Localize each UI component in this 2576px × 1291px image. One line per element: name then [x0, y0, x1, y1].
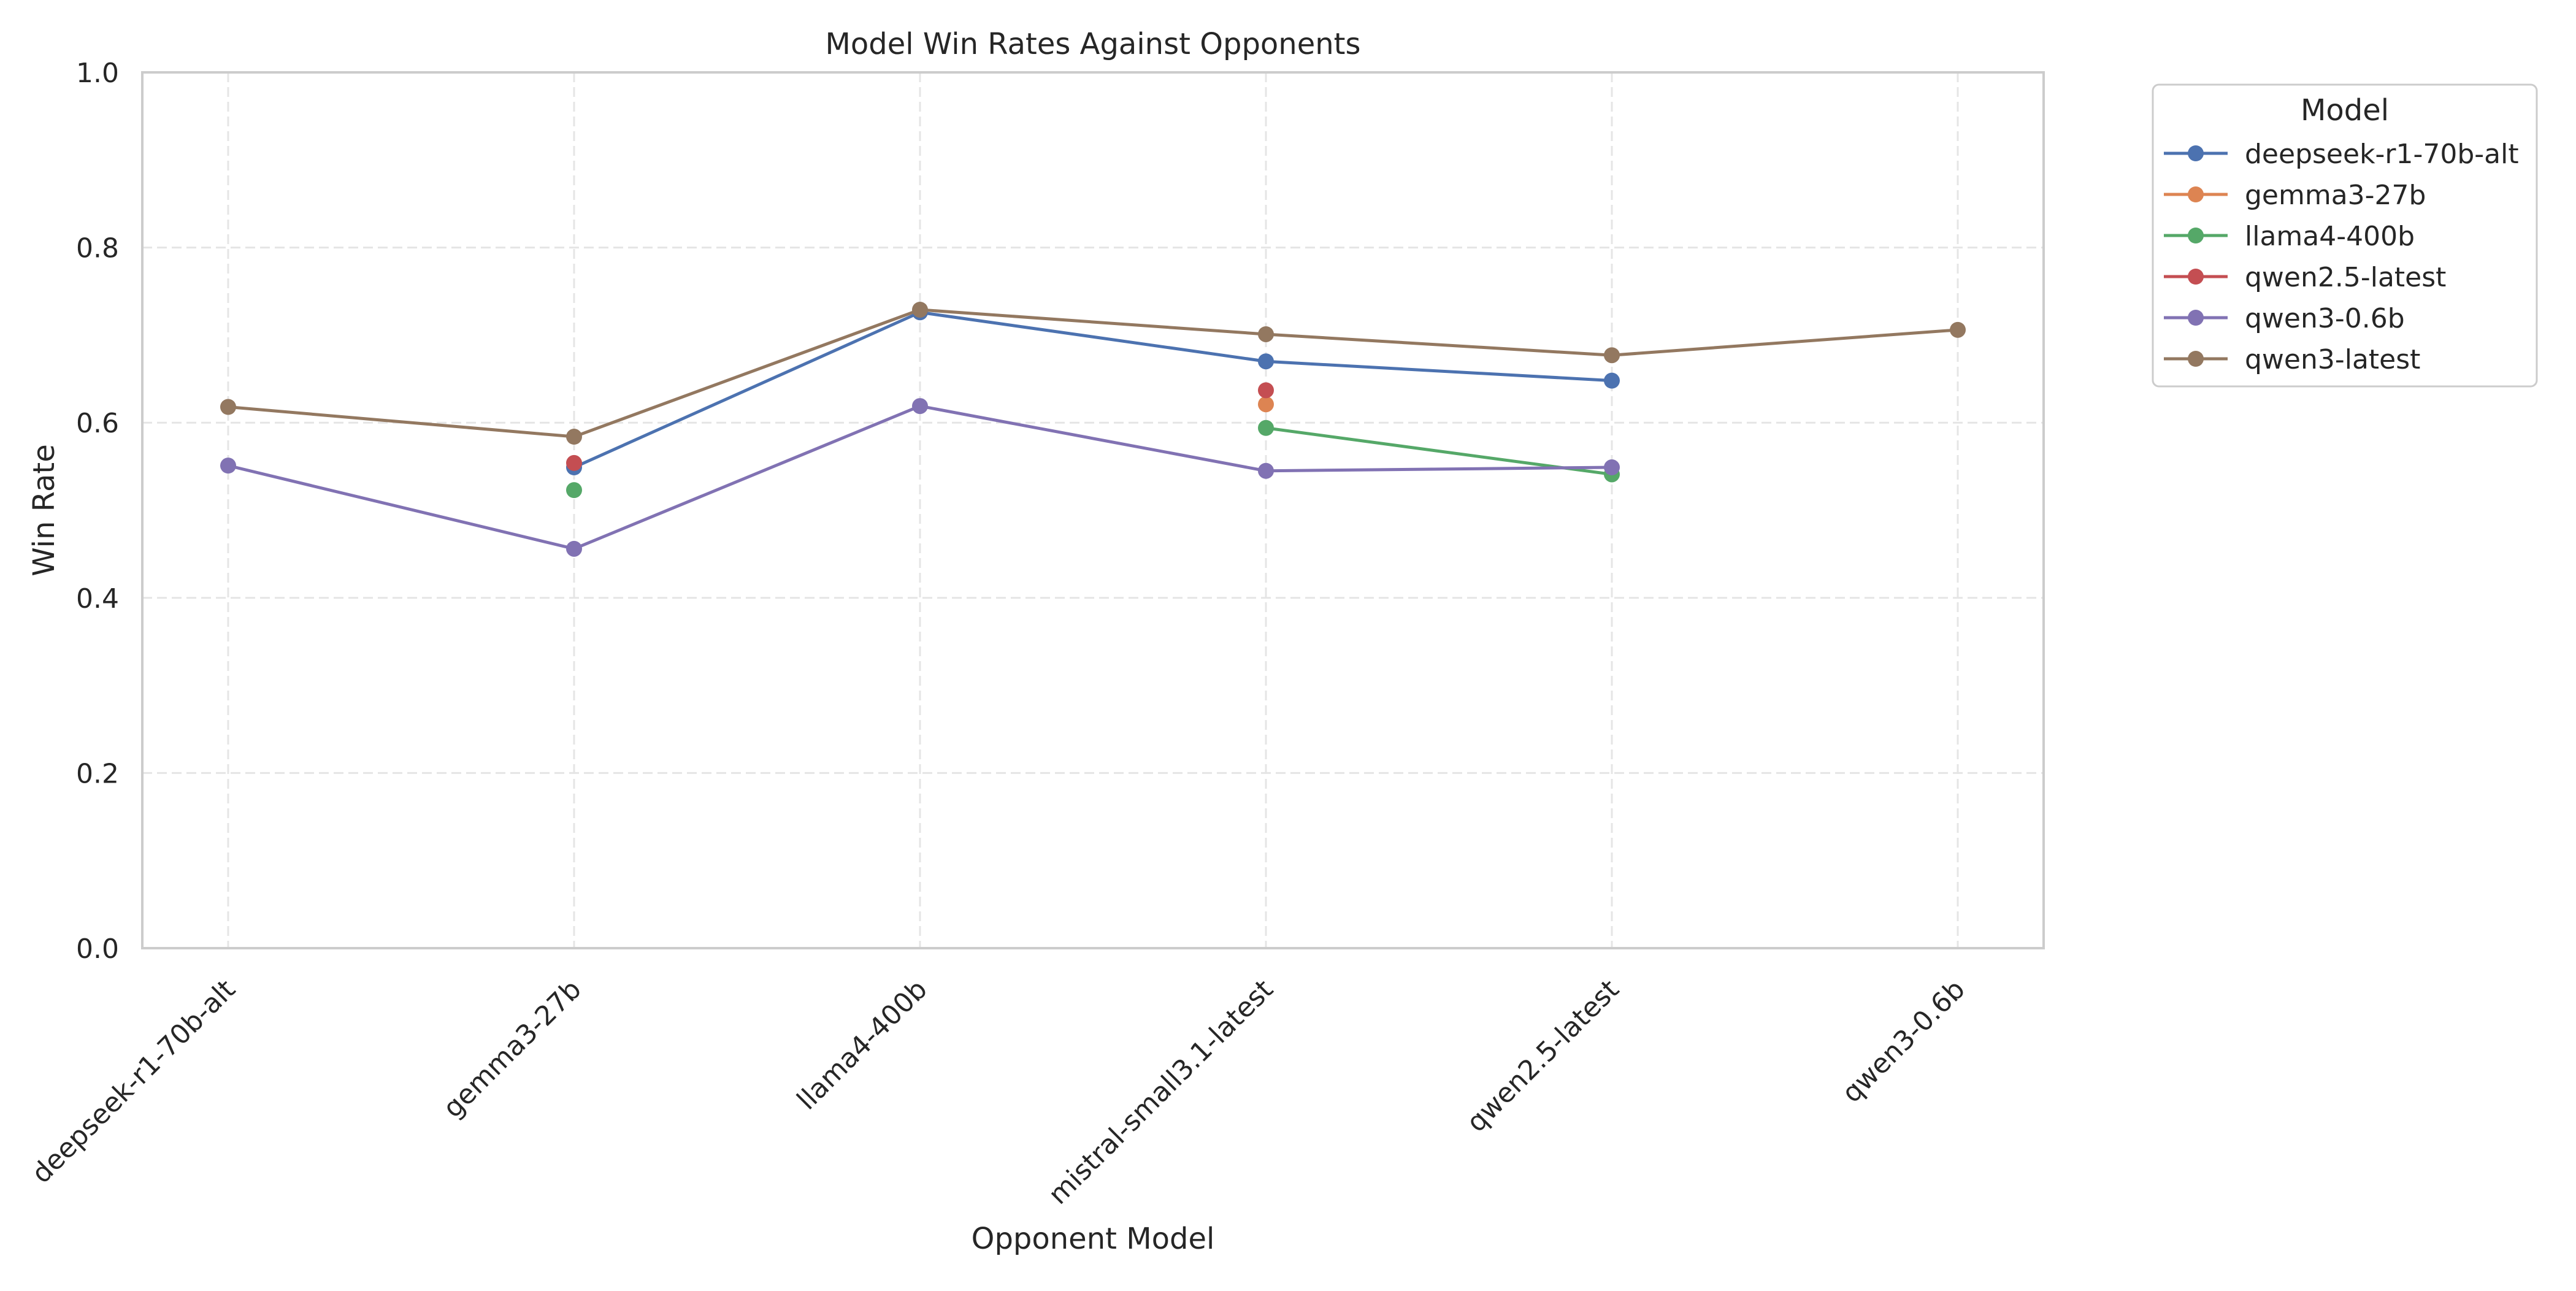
legend-marker: [2188, 145, 2204, 161]
x-tick-label: gemma3-27b: [437, 974, 588, 1124]
legend-marker: [2188, 186, 2204, 202]
legend-label: deepseek-r1-70b-alt: [2245, 139, 2519, 170]
data-point: [1258, 326, 1274, 342]
legend-entry: qwen3-latest: [2164, 344, 2420, 375]
legend-label: qwen3-latest: [2245, 344, 2420, 375]
data-point: [566, 429, 582, 445]
data-point: [1258, 462, 1274, 479]
data-point: [220, 399, 236, 415]
data-point: [1604, 347, 1620, 364]
data-point: [912, 301, 928, 318]
y-axis-label: Win Rate: [27, 444, 61, 576]
y-tick-label: 0.2: [76, 758, 119, 789]
data-point: [1258, 382, 1274, 399]
legend-entry: llama4-400b: [2164, 221, 2415, 252]
legend-frame: [2152, 83, 2538, 388]
legend-entry: deepseek-r1-70b-alt: [2164, 139, 2519, 170]
y-tick-labels: 0.0 0.2 0.4 0.6 0.8 1.0: [76, 58, 119, 965]
y-tick-label: 0.8: [76, 233, 119, 264]
legend-marker: [2188, 351, 2204, 367]
legend-title: Model: [2301, 93, 2389, 128]
x-axis-label: Opponent Model: [972, 1222, 1215, 1256]
series-line: [228, 308, 1958, 439]
y-tick-label: 0.0: [76, 933, 119, 965]
plot-area: [142, 72, 2044, 948]
data-point: [1604, 459, 1620, 476]
series-qwen3-0.6b: [220, 398, 1620, 557]
y-tick-label: 0.4: [76, 583, 119, 615]
x-tick-label: qwen2.5-latest: [1460, 974, 1625, 1138]
legend-label: qwen3-0.6b: [2245, 303, 2405, 334]
data-point: [566, 454, 582, 471]
data-point: [566, 540, 582, 557]
x-tick-label: llama4-400b: [791, 974, 933, 1116]
x-tick-label: mistral-small3.1-latest: [1043, 974, 1279, 1211]
series-qwen2.5-latest: [566, 382, 1274, 471]
legend-entry: gemma3-27b: [2164, 180, 2426, 211]
x-tick-label: deepseek-r1-70b-alt: [26, 974, 242, 1190]
legend-label: llama4-400b: [2245, 221, 2415, 252]
data-point: [1950, 321, 1966, 338]
series-layer: [220, 301, 1966, 557]
series-qwen3-latest: [220, 301, 1966, 445]
series-gemma3-27b: [1258, 396, 1274, 413]
legend-label: qwen2.5-latest: [2245, 262, 2446, 293]
data-point: [1258, 396, 1274, 413]
data-point: [566, 482, 582, 499]
y-tick-label: 0.6: [76, 408, 119, 439]
data-point: [1258, 353, 1274, 370]
data-point: [1258, 419, 1274, 436]
legend-entry: qwen3-0.6b: [2164, 303, 2405, 334]
data-point: [1604, 372, 1620, 389]
legend: Model deepseek-r1-70b-alt gemma3-27b llama…: [2152, 83, 2538, 388]
chart-title: Model Win Rates Against Opponents: [826, 27, 1361, 61]
x-tick-label: qwen3-0.6b: [1836, 974, 1971, 1109]
legend-entry: qwen2.5-latest: [2164, 262, 2446, 293]
legend-label: gemma3-27b: [2245, 180, 2426, 211]
legend-entries: deepseek-r1-70b-alt gemma3-27b llama4-400b…: [2164, 139, 2519, 375]
plot-frame: [141, 71, 2045, 949]
data-point: [220, 458, 236, 474]
data-point: [912, 398, 928, 415]
legend-marker: [2188, 269, 2204, 285]
x-tick-labels: deepseek-r1-70b-alt gemma3-27b llama4-400b…: [26, 974, 1971, 1211]
legend-marker: [2188, 228, 2204, 243]
series-line: [573, 310, 1612, 469]
legend-marker: [2188, 310, 2204, 326]
y-tick-label: 1.0: [76, 58, 119, 89]
